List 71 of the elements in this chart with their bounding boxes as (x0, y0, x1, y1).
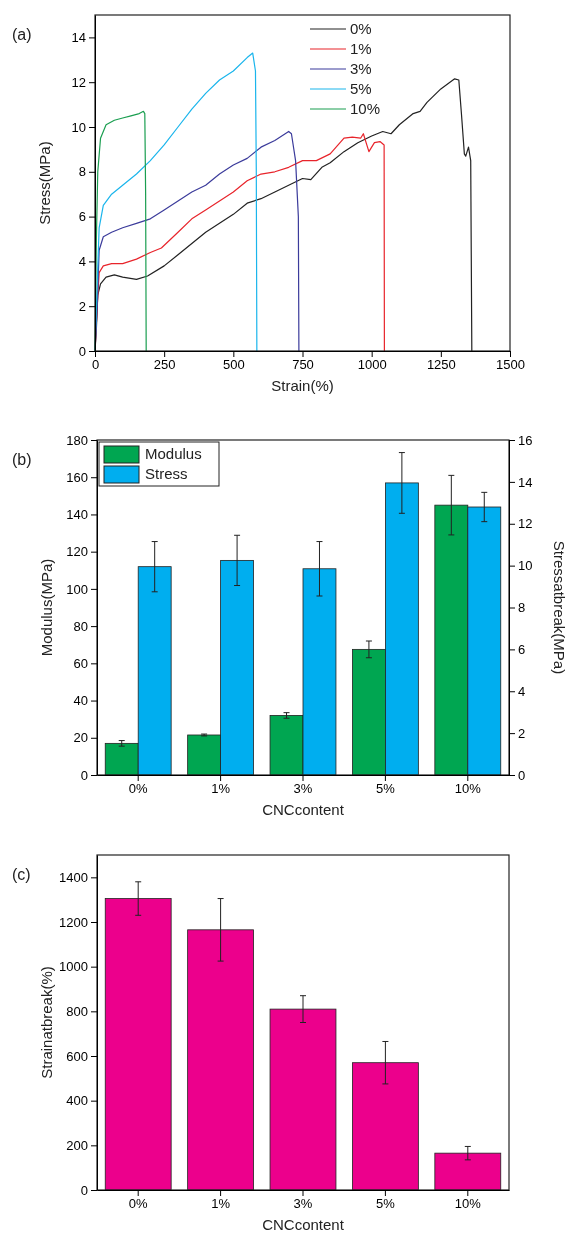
x-tick-label: 0% (128, 1196, 149, 1212)
y2-axis-title: Stressatbreak(MPa) (551, 540, 568, 675)
legend-label: 1% (350, 40, 372, 57)
y-axis-title: Strainatbreak(%) (38, 966, 55, 1079)
y-tick-label: 200 (66, 1137, 88, 1153)
line-series (94, 52, 258, 352)
y2-tick-label: 10 (518, 558, 533, 574)
legend-label: 0% (350, 20, 372, 37)
x-tick-label: 750 (292, 357, 314, 373)
x-tick-label: 1% (211, 1196, 231, 1212)
y2-tick-label: 6 (518, 642, 526, 658)
y-tick-label: 1000 (59, 959, 88, 975)
x-tick-label: 1250 (426, 357, 456, 373)
y-tick-label: 8 (78, 164, 86, 180)
y-tick-label: 1200 (59, 914, 88, 930)
y-tick-label: 800 (66, 1003, 88, 1019)
text: (a) (12, 26, 32, 43)
x-tick-label: 5% (376, 1196, 396, 1212)
y-tick-label: 100 (66, 581, 88, 597)
y-tick-label: 180 (66, 432, 88, 448)
y-tick-label: 1400 (59, 869, 88, 885)
line-series (94, 130, 300, 352)
legend-label: 10% (350, 100, 381, 117)
y-tick-label: 80 (73, 618, 88, 634)
y-axis-title: Stress(MPa) (36, 141, 53, 225)
y-tick-label: 160 (66, 469, 88, 485)
legend-label: 5% (350, 80, 372, 97)
y-tick-label: 20 (73, 730, 88, 746)
y-tick-label: 0 (80, 1182, 88, 1198)
y-tick-label: 400 (66, 1093, 88, 1109)
x-tick-label: 250 (153, 357, 176, 373)
text: (b) (12, 451, 32, 468)
y2-tick-label: 2 (518, 725, 526, 741)
y-tick-label: 0 (80, 767, 88, 783)
x-tick-label: 1500 (496, 357, 525, 373)
y-tick-label: 600 (66, 1048, 88, 1064)
y-tick-label: 4 (78, 254, 86, 270)
legend-label: 3% (350, 60, 372, 77)
y-tick-label: 40 (73, 693, 88, 709)
legend-label: Stress (145, 465, 188, 482)
x-tick-label: 0% (128, 781, 149, 797)
y2-tick-label: 16 (518, 432, 533, 448)
y-tick-label: 12 (71, 74, 86, 90)
y-tick-label: 14 (71, 30, 86, 46)
x-tick-label: 5% (376, 781, 396, 797)
x-tick-label: 500 (222, 357, 245, 373)
text: (c) (12, 866, 31, 883)
x-axis-title: CNCcontent (262, 801, 345, 818)
y-tick-label: 10 (71, 119, 86, 135)
x-tick-label: 3% (293, 1196, 313, 1212)
x-axis-title: Strain(%) (271, 377, 334, 394)
y-axis-title: Modulus(MPa) (38, 558, 55, 657)
y2-tick-label: 8 (518, 600, 526, 616)
y2-tick-label: 0 (518, 767, 526, 783)
x-tick-label: 10% (454, 781, 482, 797)
y2-tick-label: 4 (518, 683, 526, 699)
y-tick-label: 120 (66, 544, 88, 560)
legend-label: Modulus (145, 445, 202, 462)
x-tick-label: 1% (211, 781, 231, 797)
y-tick-label: 6 (78, 209, 86, 225)
x-tick-label: 0 (91, 357, 100, 373)
x-tick-label: 10% (454, 1196, 482, 1212)
x-axis-title: CNCcontent (262, 1216, 345, 1233)
x-tick-label: 1000 (357, 357, 387, 373)
y2-tick-label: 14 (518, 474, 533, 490)
x-tick-label: 3% (293, 781, 313, 797)
y-tick-label: 60 (73, 655, 88, 671)
y-tick-label: 140 (66, 507, 88, 523)
y2-tick-label: 12 (518, 516, 533, 532)
y-tick-label: 2 (78, 298, 86, 314)
y-tick-label: 0 (78, 343, 86, 359)
